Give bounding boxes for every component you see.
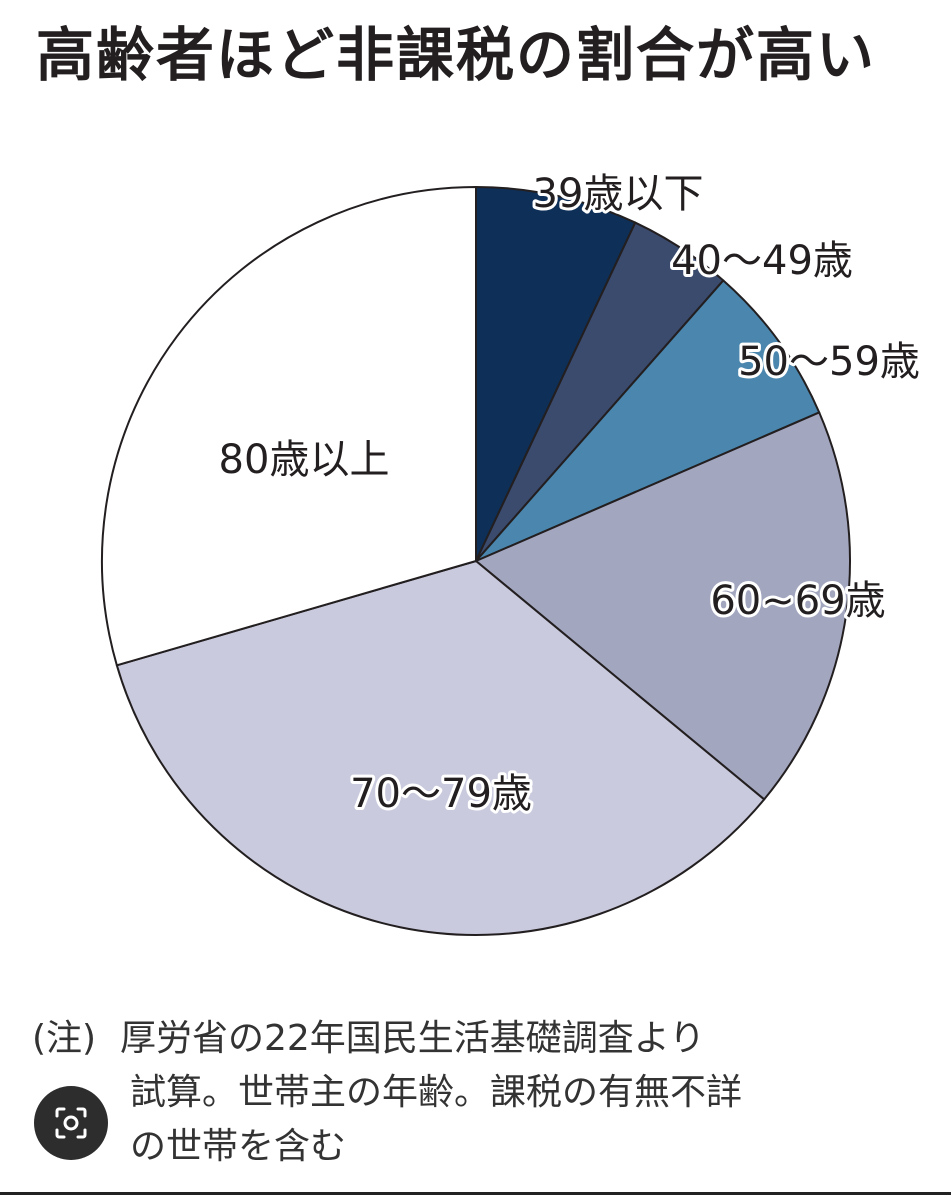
slice-label-50-59: 50〜59歳 bbox=[738, 339, 920, 385]
lens-search-button[interactable] bbox=[34, 1086, 108, 1160]
footnote-text-1: 厚労省の22年国民生活基礎調査より bbox=[120, 1018, 706, 1059]
slice-label-39-under: 39歳以下 bbox=[533, 171, 704, 217]
pie-slice-39-under bbox=[475, 186, 637, 562]
pie-slice-70-79 bbox=[115, 560, 766, 936]
footnote-line-3: の世帯を含む bbox=[130, 1126, 347, 1167]
bottom-divider bbox=[0, 1192, 951, 1195]
lens-search-icon bbox=[55, 1107, 87, 1139]
pie-chart: 39歳以下 40〜49歳 50〜59歳 60~69歳 70〜79歳 80歳以上 bbox=[101, 171, 920, 936]
chart-title: 高齢者ほど非課税の割合が高い bbox=[36, 21, 877, 89]
pie-slice-80-over bbox=[101, 186, 477, 667]
pie-slice-50-59 bbox=[475, 279, 821, 562]
slice-label-80-over: 80歳以上 bbox=[219, 437, 390, 483]
slice-label-70-79: 70〜79歳 bbox=[350, 771, 532, 817]
pie-slice-60-69 bbox=[475, 411, 851, 801]
footnote-line-2: 試算。世帯主の年齢。課税の有無不詳 bbox=[130, 1072, 743, 1113]
slice-label-60-69: 60~69歳 bbox=[710, 578, 885, 624]
slice-label-40-49: 40〜49歳 bbox=[671, 238, 853, 284]
footnote: (注) 厚労省の22年国民生活基礎調査より 試算。世帯主の年齢。課税の有無不詳 の… bbox=[32, 1012, 742, 1174]
footnote-line-1: (注) 厚労省の22年国民生活基礎調査より bbox=[32, 1012, 742, 1066]
footnote-prefix: (注) bbox=[32, 1018, 97, 1059]
